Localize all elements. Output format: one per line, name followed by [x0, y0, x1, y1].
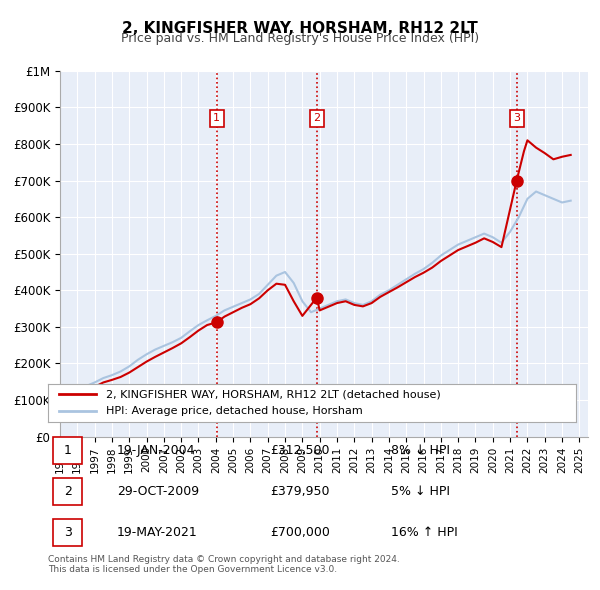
Text: 1: 1 — [64, 444, 72, 457]
Text: HPI: Average price, detached house, Horsham: HPI: Average price, detached house, Hors… — [106, 406, 363, 416]
Text: 3: 3 — [64, 526, 72, 539]
Text: 2: 2 — [64, 485, 72, 498]
Text: 1: 1 — [213, 113, 220, 123]
Text: 5% ↓ HPI: 5% ↓ HPI — [391, 485, 450, 498]
Text: 8% ↓ HPI: 8% ↓ HPI — [391, 444, 450, 457]
Text: 2, KINGFISHER WAY, HORSHAM, RH12 2LT (detached house): 2, KINGFISHER WAY, HORSHAM, RH12 2LT (de… — [106, 389, 441, 399]
Text: 2: 2 — [313, 113, 320, 123]
Text: £312,500: £312,500 — [270, 444, 329, 457]
FancyBboxPatch shape — [53, 519, 82, 546]
Text: Price paid vs. HM Land Registry's House Price Index (HPI): Price paid vs. HM Land Registry's House … — [121, 32, 479, 45]
Text: 19-MAY-2021: 19-MAY-2021 — [116, 526, 197, 539]
Text: This data is licensed under the Open Government Licence v3.0.: This data is licensed under the Open Gov… — [48, 565, 337, 574]
Text: £379,950: £379,950 — [270, 485, 329, 498]
FancyBboxPatch shape — [53, 437, 82, 464]
Text: 29-OCT-2009: 29-OCT-2009 — [116, 485, 199, 498]
Text: 3: 3 — [513, 113, 520, 123]
Text: Contains HM Land Registry data © Crown copyright and database right 2024.: Contains HM Land Registry data © Crown c… — [48, 555, 400, 563]
Text: 2, KINGFISHER WAY, HORSHAM, RH12 2LT: 2, KINGFISHER WAY, HORSHAM, RH12 2LT — [122, 21, 478, 35]
Text: 16% ↑ HPI: 16% ↑ HPI — [391, 526, 458, 539]
FancyBboxPatch shape — [53, 478, 82, 505]
Text: 19-JAN-2004: 19-JAN-2004 — [116, 444, 195, 457]
Text: £700,000: £700,000 — [270, 526, 329, 539]
